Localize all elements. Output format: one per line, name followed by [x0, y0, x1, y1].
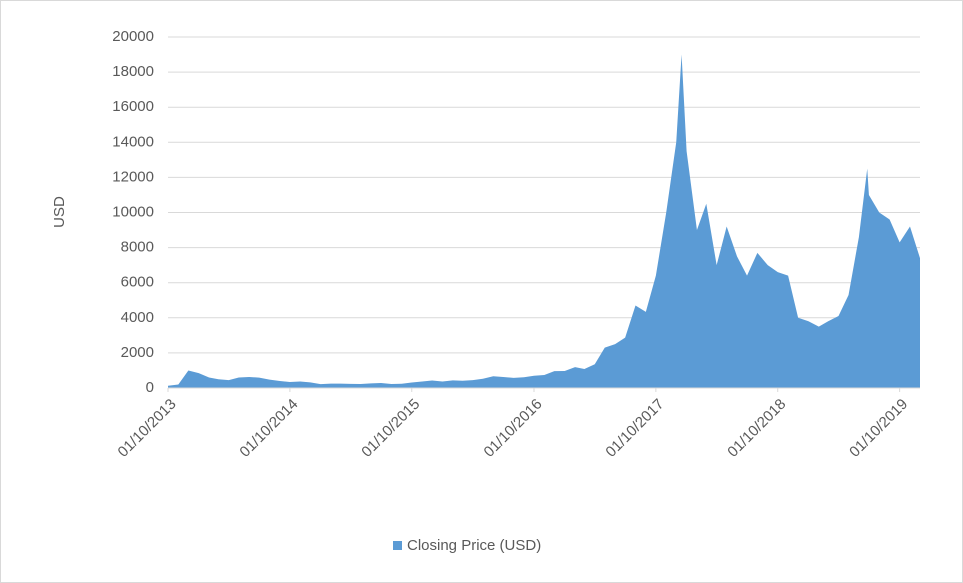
y-tick-label: 14000 [112, 133, 154, 150]
y-tick-label: 18000 [112, 63, 154, 80]
y-axis-label: USD [51, 196, 68, 228]
y-tick-label: 20000 [112, 28, 154, 45]
legend-swatch [393, 541, 402, 550]
y-tick-label: 16000 [112, 98, 154, 115]
y-tick-label: 4000 [121, 309, 154, 326]
y-tick-label: 6000 [121, 274, 154, 291]
y-tick-label: 8000 [121, 239, 154, 256]
y-tick-label: 2000 [121, 344, 154, 361]
y-tick-label: 10000 [112, 203, 154, 220]
y-tick-label: 12000 [112, 168, 154, 185]
y-tick-label: 0 [146, 379, 154, 396]
area [168, 54, 920, 389]
legend-label: Closing Price (USD) [407, 537, 541, 554]
